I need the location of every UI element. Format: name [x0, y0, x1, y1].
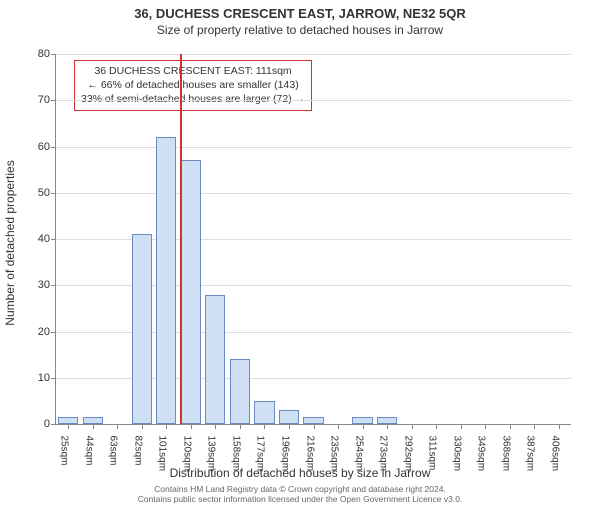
- gridline: [56, 147, 571, 148]
- histogram-bar: [156, 137, 176, 424]
- y-tick-label: 70: [38, 94, 50, 106]
- x-tick-mark: [68, 424, 69, 429]
- x-tick-mark: [363, 424, 364, 429]
- x-tick-mark: [215, 424, 216, 429]
- y-tick-mark: [51, 239, 56, 240]
- y-tick-label: 80: [38, 48, 50, 60]
- page-subtitle: Size of property relative to detached ho…: [0, 23, 600, 37]
- histogram-bar: [303, 417, 323, 424]
- x-tick-mark: [117, 424, 118, 429]
- x-tick-mark: [436, 424, 437, 429]
- marker-info-box: 36 DUCHESS CRESCENT EAST: 111sqm ← 66% o…: [74, 60, 312, 111]
- info-line-1: 36 DUCHESS CRESCENT EAST: 111sqm: [81, 64, 305, 78]
- x-tick-mark: [559, 424, 560, 429]
- y-tick-label: 10: [38, 372, 50, 384]
- x-tick-label: 44sqm: [83, 436, 94, 466]
- x-tick-label: 82sqm: [132, 436, 143, 466]
- y-axis-label: Number of detached properties: [3, 160, 17, 325]
- y-tick-label: 50: [38, 187, 50, 199]
- x-tick-mark: [314, 424, 315, 429]
- gridline: [56, 54, 571, 55]
- y-tick-label: 40: [38, 233, 50, 245]
- histogram-bar: [181, 160, 201, 424]
- x-tick-mark: [142, 424, 143, 429]
- histogram-bar: [279, 410, 299, 424]
- x-tick-mark: [93, 424, 94, 429]
- x-tick-mark: [240, 424, 241, 429]
- x-tick-mark: [485, 424, 486, 429]
- histogram-bar: [83, 417, 103, 424]
- info-line-2: ← 66% of detached houses are smaller (14…: [81, 78, 305, 92]
- y-tick-label: 60: [38, 141, 50, 153]
- x-tick-mark: [412, 424, 413, 429]
- y-tick-label: 30: [38, 279, 50, 291]
- histogram-bar: [254, 401, 274, 424]
- y-tick-mark: [51, 100, 56, 101]
- footer-line-1: Contains HM Land Registry data © Crown c…: [0, 484, 600, 494]
- x-tick-mark: [166, 424, 167, 429]
- attribution-footer: Contains HM Land Registry data © Crown c…: [0, 484, 600, 504]
- y-tick-mark: [51, 424, 56, 425]
- y-tick-mark: [51, 285, 56, 286]
- histogram-chart: 36 DUCHESS CRESCENT EAST: 111sqm ← 66% o…: [55, 54, 571, 425]
- x-tick-mark: [191, 424, 192, 429]
- y-tick-mark: [51, 193, 56, 194]
- y-tick-label: 0: [44, 418, 50, 430]
- x-tick-mark: [264, 424, 265, 429]
- x-tick-mark: [387, 424, 388, 429]
- gridline: [56, 193, 571, 194]
- x-tick-mark: [461, 424, 462, 429]
- x-tick-mark: [338, 424, 339, 429]
- y-tick-label: 20: [38, 326, 50, 338]
- y-tick-mark: [51, 378, 56, 379]
- histogram-bar: [377, 417, 397, 424]
- histogram-bar: [352, 417, 372, 424]
- x-tick-mark: [534, 424, 535, 429]
- histogram-bar: [58, 417, 78, 424]
- x-tick-label: 63sqm: [108, 436, 119, 466]
- histogram-bar: [205, 295, 225, 425]
- gridline: [56, 100, 571, 101]
- histogram-bar: [230, 359, 250, 424]
- histogram-bar: [132, 234, 152, 424]
- y-tick-mark: [51, 332, 56, 333]
- property-marker-line: [180, 54, 182, 424]
- page-title: 36, DUCHESS CRESCENT EAST, JARROW, NE32 …: [0, 6, 600, 21]
- y-tick-mark: [51, 54, 56, 55]
- x-tick-label: 25sqm: [59, 436, 70, 466]
- x-axis-label: Distribution of detached houses by size …: [0, 466, 600, 480]
- footer-line-2: Contains public sector information licen…: [0, 494, 600, 504]
- x-tick-mark: [289, 424, 290, 429]
- y-tick-mark: [51, 147, 56, 148]
- x-tick-mark: [510, 424, 511, 429]
